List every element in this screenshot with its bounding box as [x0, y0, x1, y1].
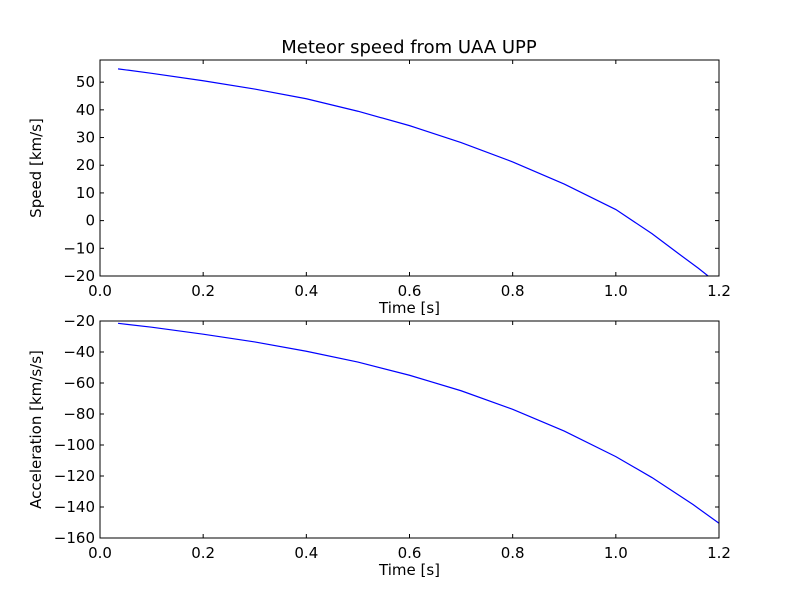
y-tick-label: −20	[63, 267, 95, 285]
x-tick-label: 0.8	[501, 544, 525, 562]
y-tick-label: −60	[63, 374, 95, 392]
axes-frame	[99, 59, 720, 277]
y-tick-label: −140	[54, 498, 95, 516]
subplot-1: 0.0 0.2 0.4 0.6 0.8 1.0 1.2 −20 −10 0 10 20 30 40 50 Ti…	[27, 59, 731, 317]
y-tick-label: 30	[76, 129, 95, 147]
subplot-2: 0.0 0.2 0.4 0.6 0.8 1.0 1.2 −160 −140 −120 −100 −80…	[27, 312, 731, 579]
y-tick-label: 10	[76, 184, 95, 202]
x-tick-label: 0.4	[294, 282, 318, 300]
y-tick-label: −160	[54, 529, 95, 547]
axes-frame	[99, 320, 720, 539]
y-tick-label: −20	[63, 312, 95, 330]
chart-title: Meteor speed from UAA UPP	[281, 37, 537, 58]
x-tick-label: 1.2	[707, 282, 731, 300]
x-tick-label: 0.6	[398, 544, 422, 562]
y-tick-label: −80	[63, 405, 95, 423]
x-tick-label: 0.2	[191, 282, 215, 300]
series-line-1	[117, 322, 719, 524]
x-tick-label: 0.8	[501, 282, 525, 300]
x-axis-label: Time [s]	[378, 561, 440, 579]
y-axis-label: Acceleration [km/s/s]	[27, 350, 45, 509]
y-tick-label: 40	[76, 101, 95, 119]
x-tick-label: 1.2	[707, 544, 731, 562]
y-tick-label: −40	[63, 343, 95, 361]
x-tick-label: 0.2	[191, 544, 215, 562]
y-axis-label: Speed [km/s]	[27, 118, 45, 218]
y-tick-label: 0	[85, 212, 95, 230]
y-tick-label: −120	[54, 467, 95, 485]
x-tick-label: 1.0	[604, 544, 628, 562]
y-tick-label: 50	[76, 73, 95, 91]
x-tick-label: 1.0	[604, 282, 628, 300]
x-tick-label: 0.4	[294, 544, 318, 562]
x-tick-label: 0.0	[88, 544, 112, 562]
series-line-1	[117, 68, 710, 276]
y-tick-label: −10	[63, 239, 95, 257]
x-tick-label: 0.6	[398, 282, 422, 300]
x-axis-label: Time [s]	[378, 299, 440, 317]
x-tick-label: 0.0	[88, 282, 112, 300]
y-tick-label: −100	[54, 436, 95, 454]
y-tick-label: 20	[76, 156, 95, 174]
